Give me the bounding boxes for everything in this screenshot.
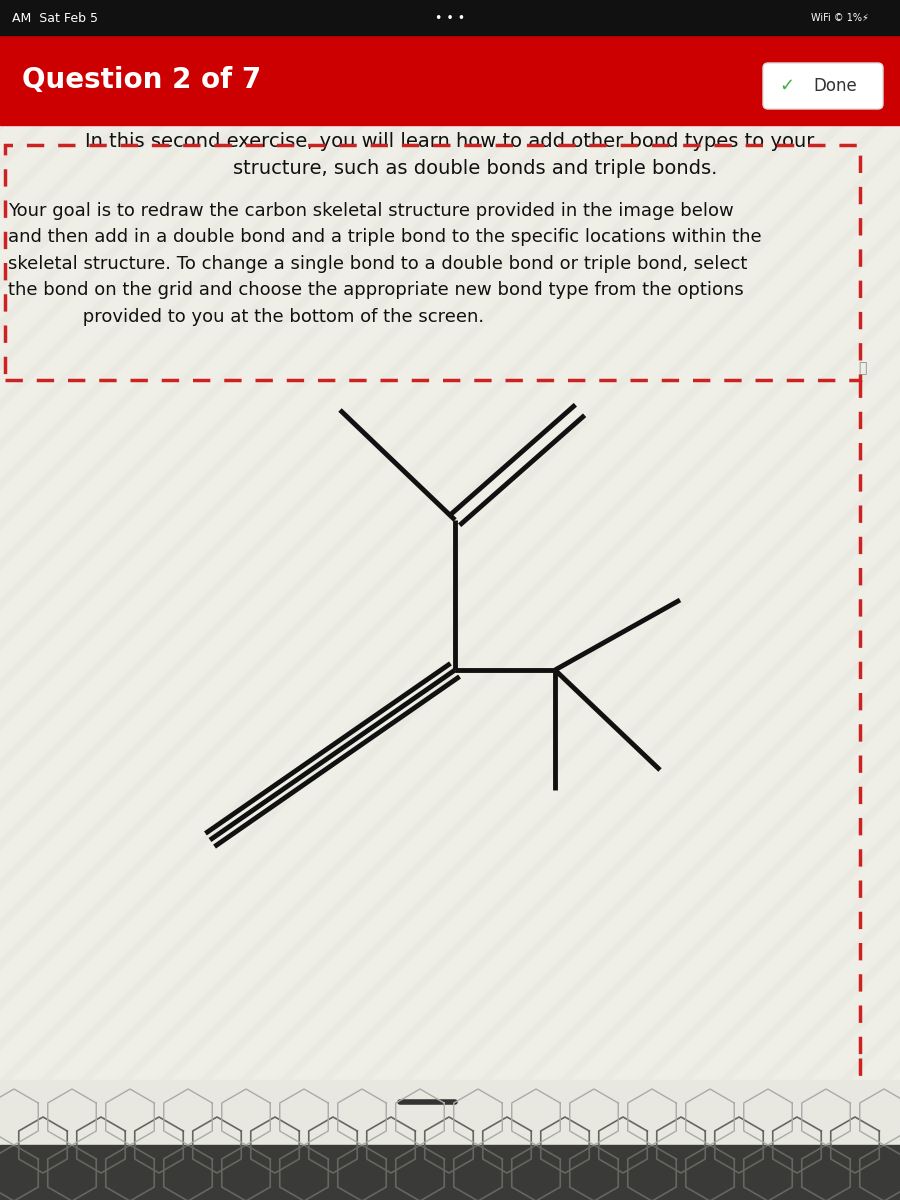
- Bar: [0, 1080, 900, 1200]
- Text: 🔍: 🔍: [858, 361, 866, 374]
- Text: Your goal is to redraw the carbon skeletal structure provided in the image below: Your goal is to redraw the carbon skelet…: [8, 202, 761, 325]
- Text: ✓: ✓: [779, 77, 795, 95]
- Text: In this second exercise, you will learn how to add other bond types to your
    : In this second exercise, you will learn …: [86, 132, 814, 178]
- Bar: [0, 1145, 900, 1200]
- Text: WiFi © 1%⚡: WiFi © 1%⚡: [811, 13, 868, 23]
- Bar: [0, 0, 900, 35]
- Text: AM  Sat Feb 5: AM Sat Feb 5: [12, 12, 98, 24]
- Bar: [0, 0, 900, 125]
- Text: Done: Done: [813, 77, 857, 95]
- FancyBboxPatch shape: [763, 62, 883, 109]
- Text: Question 2 of 7: Question 2 of 7: [22, 66, 261, 94]
- Text: • • •: • • •: [435, 12, 465, 24]
